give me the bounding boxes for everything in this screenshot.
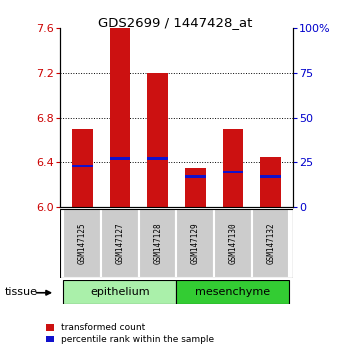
- Bar: [147, 73, 168, 207]
- Bar: [214, 209, 252, 278]
- Bar: [185, 175, 206, 178]
- Bar: [72, 165, 93, 167]
- Text: mesenchyme: mesenchyme: [195, 287, 270, 297]
- Bar: [260, 157, 281, 207]
- Bar: [177, 280, 290, 304]
- Bar: [109, 28, 130, 207]
- Legend: transformed count, percentile rank within the sample: transformed count, percentile rank withi…: [42, 320, 218, 348]
- Bar: [109, 157, 130, 160]
- Bar: [147, 157, 168, 160]
- Bar: [223, 129, 243, 207]
- Bar: [223, 171, 243, 173]
- Bar: [139, 209, 177, 278]
- Bar: [63, 280, 177, 304]
- Bar: [260, 175, 281, 178]
- Text: tissue: tissue: [5, 287, 38, 297]
- Text: epithelium: epithelium: [90, 287, 150, 297]
- Bar: [185, 168, 206, 207]
- Bar: [63, 209, 101, 278]
- Text: GSM147130: GSM147130: [228, 223, 237, 264]
- Text: GSM147125: GSM147125: [78, 223, 87, 264]
- Text: GSM147127: GSM147127: [116, 223, 124, 264]
- Text: GDS2699 / 1447428_at: GDS2699 / 1447428_at: [99, 16, 253, 29]
- Bar: [101, 209, 139, 278]
- Bar: [252, 209, 290, 278]
- Bar: [177, 209, 214, 278]
- Bar: [72, 129, 93, 207]
- Text: GSM147132: GSM147132: [266, 223, 275, 264]
- Text: GSM147129: GSM147129: [191, 223, 200, 264]
- Text: GSM147128: GSM147128: [153, 223, 162, 264]
